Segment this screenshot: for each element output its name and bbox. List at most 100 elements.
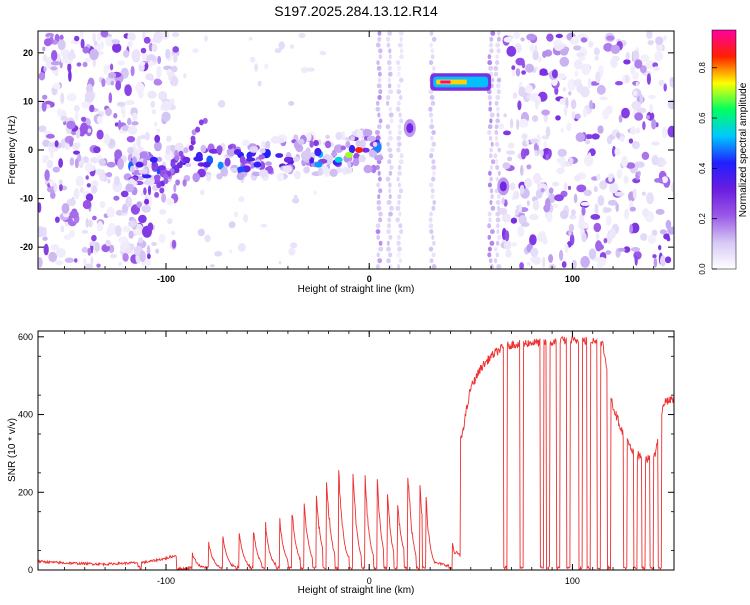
strip-cell xyxy=(487,223,491,229)
streak-peak xyxy=(355,147,363,153)
noise-right-cell xyxy=(599,96,608,101)
noise-right-cell xyxy=(606,35,615,41)
strip-cell xyxy=(376,83,382,89)
noise-right-cell xyxy=(610,44,621,54)
strip-cell xyxy=(432,170,436,176)
sparse-cell xyxy=(298,32,306,39)
noise-right-cell xyxy=(607,199,618,206)
noise-left-cell xyxy=(58,158,63,168)
strip-cell xyxy=(387,264,393,269)
strip-cell xyxy=(387,223,391,229)
heatmap-cells xyxy=(38,31,674,269)
noise-left-cell xyxy=(90,256,94,266)
snr-ytick-label: 0 xyxy=(28,565,33,575)
noise-left-cell xyxy=(42,236,48,241)
noise-left-cell xyxy=(127,117,132,126)
noise-left-cell xyxy=(167,218,173,225)
strip-cell xyxy=(397,194,402,200)
strip-cell xyxy=(429,147,435,153)
noise-left-cell xyxy=(138,214,147,224)
noise-left-cell xyxy=(139,135,147,140)
noise-right-cell xyxy=(625,74,630,83)
noise-right-cell xyxy=(530,247,539,258)
strip-cell xyxy=(428,246,434,252)
noise-right-cell xyxy=(571,110,576,120)
sparse-cell xyxy=(248,37,253,41)
noise-right-cell xyxy=(640,233,648,241)
heatmap-ytick-label: -10 xyxy=(20,194,33,204)
sparse-cell xyxy=(209,264,215,268)
strip-cell xyxy=(378,240,383,246)
strip-cell xyxy=(398,258,403,264)
noise-right-cell xyxy=(646,73,652,85)
strip-cell xyxy=(487,234,492,240)
snr-xtick-label: -100 xyxy=(157,576,175,586)
strip-cell xyxy=(495,217,501,223)
noise-right-cell xyxy=(654,51,664,62)
noise-right-cell xyxy=(573,193,578,204)
noise-right-cell xyxy=(526,164,532,170)
strip-cell xyxy=(494,246,498,252)
noise-right-cell xyxy=(546,33,554,42)
noise-left-cell xyxy=(153,121,158,127)
noise-left-cell xyxy=(61,203,70,214)
noise-right-cell xyxy=(555,115,561,121)
noise-right-cell xyxy=(651,154,659,166)
noise-left-cell xyxy=(127,32,136,41)
noise-right-cell xyxy=(590,214,601,220)
noise-left-cell xyxy=(147,222,154,232)
noise-left-cell xyxy=(166,135,172,142)
heatmap-ylabel: Frequency (Hz) xyxy=(7,116,18,185)
strip-cell xyxy=(490,31,496,36)
noise-left-cell xyxy=(122,106,126,119)
noise-right-cell xyxy=(621,155,628,168)
sparse-cell xyxy=(214,251,223,257)
strip-cell xyxy=(397,165,402,170)
snr-frame xyxy=(37,330,675,571)
noise-right-cell xyxy=(504,230,510,242)
noise-right-cell xyxy=(545,153,549,161)
streak-arm-cell xyxy=(163,178,169,184)
strip-cell xyxy=(490,205,496,211)
strip-cell xyxy=(377,112,381,118)
sparse-cell xyxy=(257,80,262,87)
streak-peak xyxy=(344,151,353,158)
noise-left-cell xyxy=(72,142,80,150)
strip-cell xyxy=(387,77,391,83)
strip-cell xyxy=(488,106,493,112)
noise-right-cell xyxy=(563,104,568,116)
noise-right-cell xyxy=(559,249,564,261)
strip-cell xyxy=(489,176,493,182)
strip-cell xyxy=(431,234,435,240)
noise-left-cell xyxy=(156,128,161,133)
noise-left-cell xyxy=(81,100,92,109)
streak-arm-cell xyxy=(174,167,180,174)
streak-cell xyxy=(358,154,366,163)
noise-right-cell xyxy=(669,81,674,88)
strip-cell xyxy=(378,176,382,182)
strip-cell xyxy=(397,42,403,48)
strip-cell xyxy=(397,264,401,269)
streak-cell xyxy=(276,173,285,182)
noise-right-cell xyxy=(574,174,582,182)
strip-cell xyxy=(488,153,493,159)
noise-left-cell xyxy=(45,133,55,139)
noise-right-cell xyxy=(593,47,600,56)
noise-right-cell xyxy=(545,126,551,138)
strip-cell xyxy=(495,54,499,60)
sparse-cell xyxy=(249,56,256,63)
strip-cell xyxy=(386,246,391,252)
noise-left-cell xyxy=(155,248,160,254)
noise-right-cell xyxy=(552,181,560,187)
noise-left-cell xyxy=(108,72,117,79)
noise-left-cell xyxy=(84,57,92,63)
noise-left-cell xyxy=(50,244,60,251)
streak-peak xyxy=(182,156,191,163)
strip-cell xyxy=(495,42,501,48)
noise-left-cell xyxy=(117,60,125,66)
snr-series xyxy=(38,335,674,570)
noise-right-cell xyxy=(610,57,618,68)
noise-right-cell xyxy=(663,233,670,240)
noise-right-cell xyxy=(595,71,601,84)
